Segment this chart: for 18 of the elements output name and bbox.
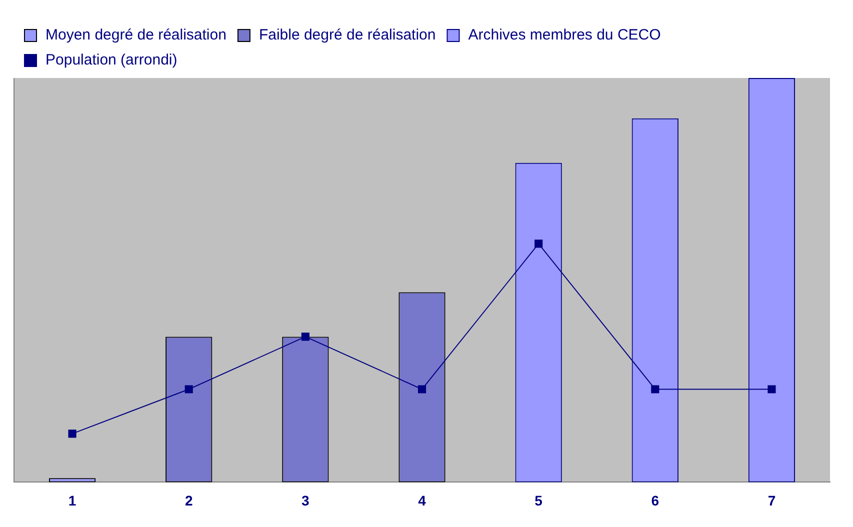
x-tick-label: 3 bbox=[302, 492, 310, 508]
point bbox=[418, 385, 426, 394]
x-tick-label: 4 bbox=[418, 492, 426, 508]
legend-label: Archives membres du CECO bbox=[468, 26, 661, 44]
legend-label: Faible degré de réalisation bbox=[258, 26, 436, 44]
legend-label: Population (arrondi) bbox=[46, 52, 178, 69]
x-tick-label: 6 bbox=[651, 492, 660, 508]
point bbox=[651, 385, 660, 394]
point bbox=[301, 332, 310, 341]
x-tick-label: 5 bbox=[534, 492, 543, 508]
x-tick-label: 2 bbox=[184, 492, 193, 508]
point bbox=[534, 240, 543, 248]
point bbox=[768, 385, 776, 394]
point bbox=[184, 385, 193, 394]
x-tick-label: 7 bbox=[768, 492, 776, 508]
legend-label: Moyen degré de réalisation bbox=[46, 26, 226, 44]
point bbox=[68, 430, 76, 438]
x-tick-label: 1 bbox=[68, 492, 76, 508]
